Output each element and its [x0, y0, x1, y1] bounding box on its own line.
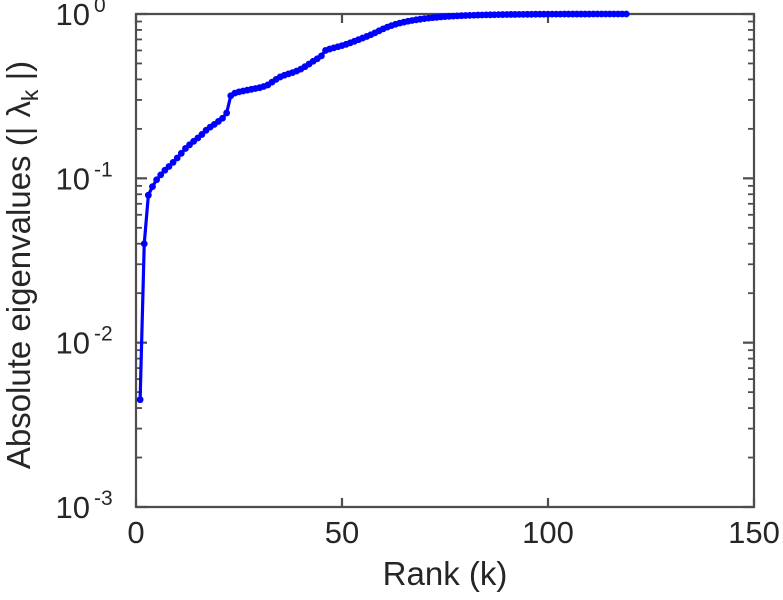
x-tick-label: 100	[522, 515, 574, 550]
x-axis-ticks	[134, 14, 756, 507]
series-markers	[136, 10, 630, 404]
data-series-eigenvalues	[136, 10, 630, 404]
svg-text:10: 10	[56, 490, 90, 525]
x-tick-label: 50	[325, 515, 359, 550]
svg-text:-3: -3	[94, 487, 113, 510]
x-axis-tick-labels: 0 50 100 150	[127, 515, 779, 550]
x-tick-label: 150	[728, 515, 780, 550]
svg-text:-2: -2	[94, 323, 113, 346]
y-axis-title-tail: |)	[0, 61, 37, 90]
svg-text:10: 10	[56, 326, 90, 361]
y-axis-title-subscript: k	[17, 89, 43, 101]
y-tick-label: 10 0	[56, 0, 106, 32]
y-tick-label: 10 -1	[56, 158, 113, 196]
axes-box	[134, 12, 756, 509]
svg-text:0: 0	[94, 0, 106, 17]
y-axis-title-main: Absolute eigenvalues (| λ	[0, 101, 37, 470]
y-axis-title-group: Absolute eigenvalues (| λk |)	[0, 61, 43, 469]
plot-frame	[134, 12, 756, 509]
y-axis-ticks	[136, 12, 754, 509]
svg-text:-1: -1	[94, 158, 113, 181]
x-axis-title: Rank (k)	[383, 555, 508, 592]
y-axis-title: Absolute eigenvalues (| λk |)	[0, 61, 43, 469]
svg-text:10: 10	[56, 161, 90, 196]
series-line	[138, 12, 628, 402]
y-tick-label: 10 -3	[56, 487, 113, 525]
svg-text:10: 10	[56, 0, 90, 32]
y-tick-label: 10 -2	[56, 323, 113, 361]
x-tick-label: 0	[127, 515, 144, 550]
